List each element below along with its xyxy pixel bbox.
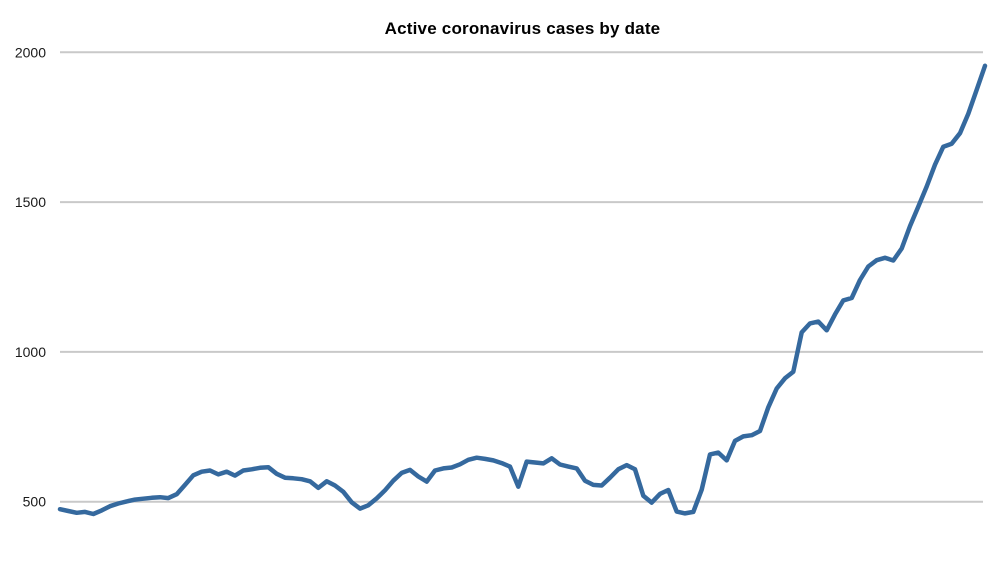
gridlines-group xyxy=(60,51,983,503)
y-axis-tick-label: 2000 xyxy=(15,44,46,60)
y-axis-labels-group: 500 1000 1500 2000 xyxy=(15,44,46,509)
y-axis-tick-label: 1500 xyxy=(15,194,46,210)
y-axis-tick-label: 500 xyxy=(23,494,47,510)
active-cases-line-series xyxy=(57,63,988,517)
chart-title: Active coronavirus cases by date xyxy=(384,19,661,38)
y-axis-tick-label: 1000 xyxy=(15,344,46,360)
